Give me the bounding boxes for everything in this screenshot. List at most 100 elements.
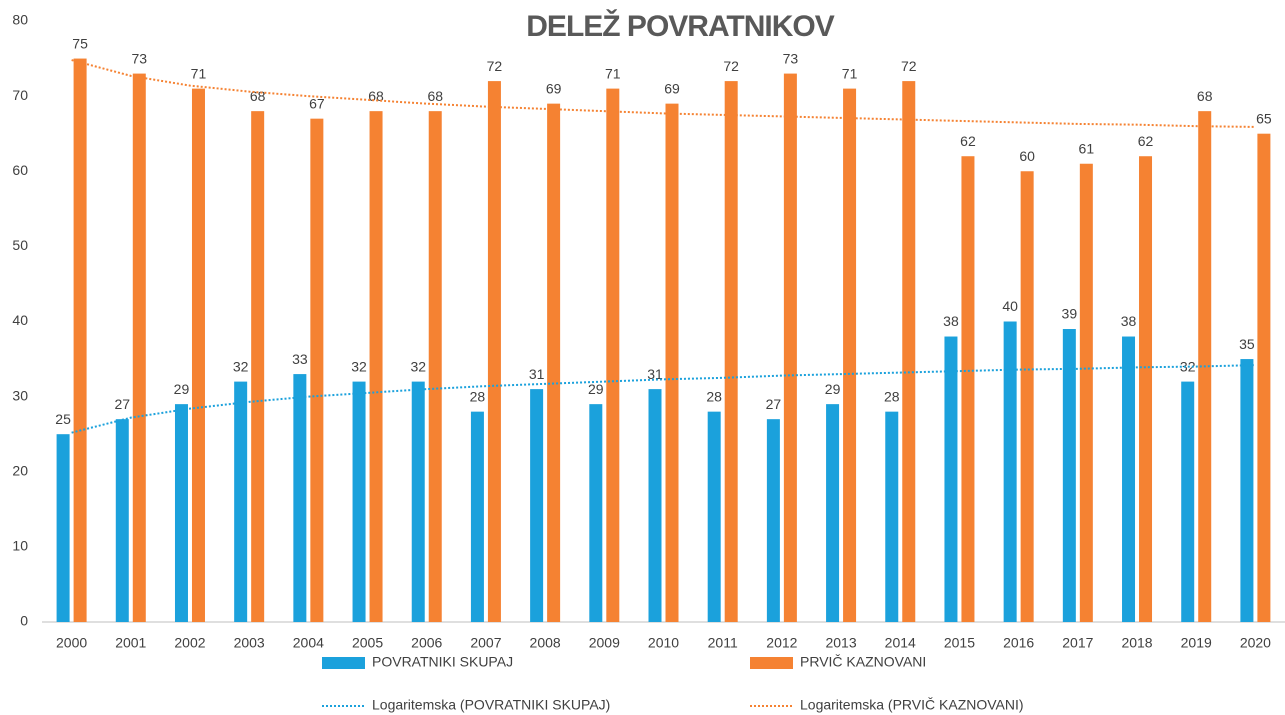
bar (589, 404, 603, 622)
bar (1079, 163, 1093, 623)
x-tick-label: 2009 (589, 635, 620, 651)
x-tick-label: 2008 (530, 635, 561, 651)
y-tick-label: 0 (20, 613, 28, 629)
x-tick-label: 2016 (1003, 635, 1034, 651)
data-label: 68 (1197, 88, 1213, 104)
x-tick-label: 2015 (944, 635, 975, 651)
data-label: 69 (546, 80, 562, 96)
x-tick-label: 2010 (648, 635, 679, 651)
data-label: 75 (72, 35, 88, 51)
legend-swatch (750, 657, 793, 669)
data-label: 72 (487, 58, 503, 74)
x-tick-label: 2004 (293, 635, 324, 651)
chart-title: DELEŽ POVRATNIKOV (526, 9, 834, 43)
bar (251, 111, 265, 623)
x-tick-label: 2000 (56, 635, 87, 651)
data-label: 38 (1121, 313, 1137, 329)
bar (530, 389, 544, 622)
bar (902, 81, 916, 623)
y-tick-label: 40 (12, 312, 28, 328)
data-label: 27 (114, 396, 130, 412)
trend-line (71, 59, 1256, 128)
bar (428, 111, 442, 623)
bar (783, 73, 797, 622)
y-tick-label: 30 (12, 387, 28, 403)
bar (1139, 156, 1153, 622)
y-tick-label: 10 (12, 538, 28, 554)
bar (310, 118, 324, 622)
data-label: 39 (1062, 306, 1078, 322)
data-label: 60 (1019, 148, 1035, 164)
data-label: 73 (131, 50, 147, 66)
bar (1122, 336, 1136, 622)
data-label: 38 (943, 313, 959, 329)
data-label: 72 (901, 58, 917, 74)
data-label: 35 (1239, 336, 1255, 352)
legend-label: Logaritemska (PRVIČ KAZNOVANI) (800, 697, 1024, 713)
data-label: 31 (647, 366, 663, 382)
bar (843, 88, 857, 623)
bar (1257, 133, 1271, 622)
bar (369, 111, 383, 623)
data-label: 61 (1079, 140, 1095, 156)
bar (174, 404, 188, 622)
data-label: 27 (766, 396, 782, 412)
legend-label: Logaritemska (POVRATNIKI SKUPAJ) (372, 697, 610, 713)
data-label: 40 (1002, 298, 1018, 314)
data-label: 67 (309, 95, 325, 111)
x-tick-label: 2002 (174, 635, 205, 651)
x-tick-label: 2020 (1240, 635, 1271, 651)
bar (885, 411, 899, 622)
bar (1020, 171, 1034, 622)
bar (766, 419, 780, 622)
bar (826, 404, 840, 622)
bar (191, 88, 205, 623)
data-label: 28 (470, 388, 486, 404)
data-label: 71 (842, 65, 858, 81)
x-tick-label: 2013 (825, 635, 856, 651)
bar (665, 103, 679, 622)
bar (944, 336, 958, 622)
bar (73, 58, 87, 622)
bar (132, 73, 146, 622)
data-label: 31 (529, 366, 545, 382)
bar (115, 419, 129, 622)
x-tick-label: 2018 (1121, 635, 1152, 651)
bar (1181, 381, 1195, 622)
data-label: 25 (55, 411, 71, 427)
x-tick-label: 2006 (411, 635, 442, 651)
bar (352, 381, 366, 622)
y-tick-label: 70 (12, 87, 28, 103)
bar (470, 411, 484, 622)
bar (724, 81, 738, 623)
data-label: 68 (427, 88, 443, 104)
data-label: 73 (783, 50, 799, 66)
data-label: 72 (723, 58, 739, 74)
x-tick-label: 2001 (115, 635, 146, 651)
data-label: 28 (884, 388, 900, 404)
bar (234, 381, 248, 622)
data-label: 71 (191, 65, 207, 81)
data-label: 32 (410, 358, 426, 374)
x-tick-label: 2014 (885, 635, 916, 651)
x-tick-label: 2012 (766, 635, 797, 651)
data-label: 29 (174, 381, 190, 397)
y-tick-label: 80 (12, 12, 28, 28)
bar (487, 81, 501, 623)
bar (961, 156, 975, 622)
data-label: 65 (1256, 110, 1272, 126)
x-tick-label: 2005 (352, 635, 383, 651)
data-label: 69 (664, 80, 680, 96)
data-label: 29 (825, 381, 841, 397)
y-tick-label: 20 (12, 462, 28, 478)
trend-line (71, 364, 1256, 434)
bar (1240, 359, 1254, 622)
bar (1003, 321, 1017, 622)
x-tick-label: 2017 (1062, 635, 1093, 651)
data-label: 62 (1138, 133, 1154, 149)
x-tick-label: 2007 (470, 635, 501, 651)
legend-label: PRVIČ KAZNOVANI (800, 654, 926, 670)
legend-swatch (322, 657, 365, 669)
y-tick-label: 60 (12, 162, 28, 178)
data-label: 33 (292, 351, 308, 367)
